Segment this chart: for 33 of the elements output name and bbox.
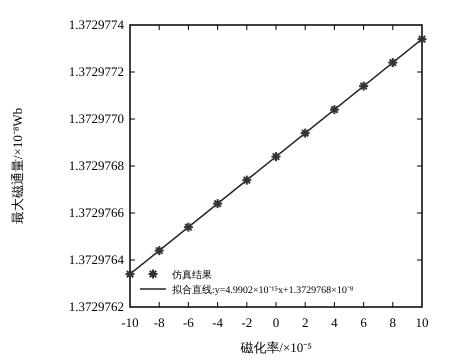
x-tick-label: 10 [416, 315, 428, 330]
y-tick-label: 1.3729766 [68, 205, 124, 220]
y-axis-title: 最大磁通量/×10⁻⁸Wb [10, 108, 25, 224]
y-tick-label: 1.3729770 [68, 111, 124, 126]
x-tick-label: -6 [182, 315, 194, 330]
x-tick-label: 0 [272, 315, 280, 330]
point [358, 80, 370, 92]
legend-label: 仿真结果 [171, 269, 212, 281]
y-tick-label: 1.3729774 [68, 17, 124, 32]
point [212, 198, 224, 210]
legend-label: 拟合直线:y=4.9902×10⁻¹⁵x+1.3729768×10⁻⁸ [172, 284, 354, 296]
point [387, 57, 398, 68]
y-tick-label: 1.3729768 [68, 158, 124, 173]
point [270, 151, 282, 162]
x-axis-title: 磁化率/×10⁻⁵ [239, 340, 312, 355]
point [154, 245, 165, 256]
point [124, 268, 136, 280]
y-tick-label: 1.3729764 [68, 252, 124, 267]
x-tick-label: 6 [360, 315, 368, 330]
point [182, 222, 194, 233]
point [416, 34, 428, 45]
point [300, 128, 311, 139]
y-tick-label: 1.3729772 [68, 64, 124, 79]
x-tick-label: -8 [154, 315, 165, 330]
point [328, 104, 340, 116]
x-tick-label: 2 [302, 315, 308, 330]
x-tick-label: -4 [212, 315, 224, 330]
x-tick-label: -10 [121, 315, 139, 330]
x-tick-label: -2 [241, 315, 252, 330]
point [241, 174, 252, 186]
x-tick-label: 8 [390, 315, 396, 330]
y-tick-label: 1.3729762 [68, 299, 124, 314]
x-tick-label: 4 [331, 315, 338, 330]
